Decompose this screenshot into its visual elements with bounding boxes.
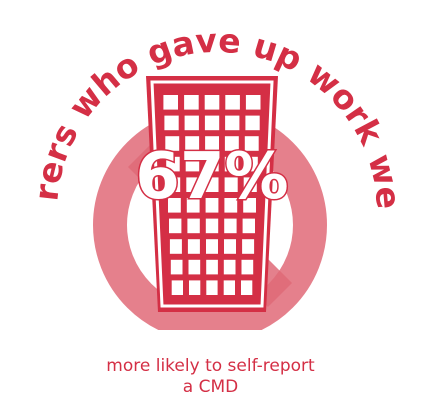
window (205, 156, 219, 172)
window (205, 136, 219, 151)
window (245, 115, 260, 131)
window (187, 218, 200, 234)
window (205, 198, 219, 213)
window (241, 280, 253, 295)
window (206, 239, 218, 254)
window (224, 136, 239, 151)
window (189, 280, 201, 295)
office-building-icon (146, 76, 278, 312)
window (224, 218, 237, 234)
window (243, 177, 257, 192)
window (225, 95, 240, 110)
window (164, 115, 179, 131)
caption: more likely to self-report a CMD (0, 356, 421, 398)
window (206, 259, 218, 275)
window (223, 259, 236, 275)
window (186, 198, 200, 213)
window (169, 239, 182, 254)
window (242, 218, 255, 234)
window (204, 115, 220, 131)
window (188, 259, 201, 275)
window (224, 198, 238, 213)
statistic-value: 67% (135, 140, 288, 214)
window (184, 115, 199, 131)
window (242, 239, 255, 254)
window (244, 136, 259, 151)
window (184, 95, 199, 110)
window (244, 156, 258, 172)
window (169, 218, 182, 234)
window (206, 280, 218, 295)
window (225, 115, 240, 131)
caption-line-2: a CMD (182, 377, 239, 397)
window (166, 156, 180, 172)
window (171, 280, 183, 295)
infographic-graphic: 67% Carers who gave up work were (0, 0, 408, 330)
window (170, 259, 183, 275)
window (185, 156, 200, 172)
window (163, 95, 178, 110)
window (224, 239, 236, 254)
window (205, 177, 219, 192)
window (186, 177, 200, 192)
window (243, 198, 256, 213)
window (224, 177, 238, 192)
window (168, 198, 181, 213)
window (224, 156, 239, 172)
window (185, 136, 200, 151)
window (241, 259, 254, 275)
caption-line-1: more likely to self-report (106, 356, 315, 376)
window (223, 280, 235, 295)
building-windows (163, 95, 261, 295)
window (187, 239, 200, 254)
window (245, 95, 261, 110)
window (165, 136, 180, 151)
window (204, 95, 220, 110)
window (167, 177, 181, 192)
window (205, 218, 219, 234)
